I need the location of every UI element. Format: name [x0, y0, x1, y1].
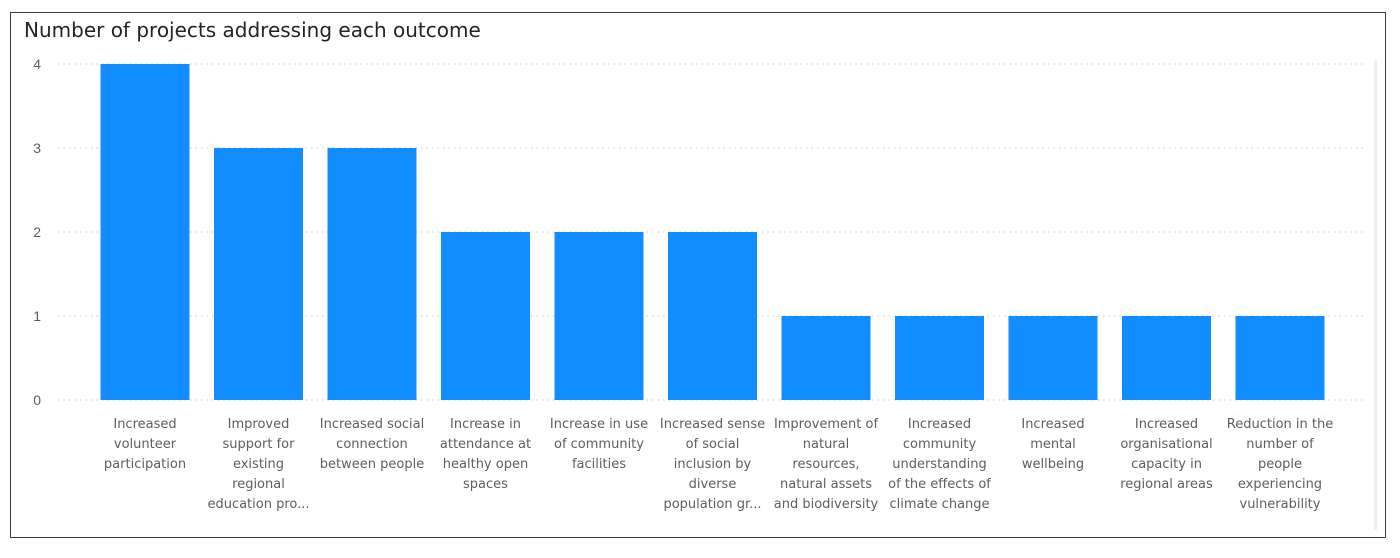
- y-axis-ticks: 0 1 2 3 4: [33, 56, 41, 408]
- bar[interactable]: [441, 232, 530, 400]
- bar[interactable]: [895, 316, 984, 400]
- bar[interactable]: [781, 316, 871, 400]
- bars: [100, 64, 1325, 400]
- y-tick-label: 1: [33, 308, 41, 324]
- x-tick-label: Increase in use of community facilities: [549, 417, 649, 472]
- bar[interactable]: [1235, 316, 1325, 400]
- x-tick-label: Increased sense of social inclusion by d…: [659, 417, 766, 512]
- x-tick-label: Increase in attendance at healthy open s…: [439, 417, 532, 492]
- scrollbar[interactable]: [1374, 60, 1377, 530]
- x-tick-label: Improvement of natural resources, natura…: [773, 417, 879, 512]
- y-tick-label: 4: [33, 56, 41, 72]
- bar[interactable]: [1122, 316, 1211, 400]
- y-tick-label: 3: [33, 140, 41, 156]
- x-tick-label: Increased volunteer participation: [103, 417, 187, 472]
- bar[interactable]: [327, 148, 417, 400]
- chart-title: Number of projects addressing each outco…: [24, 18, 481, 42]
- bar[interactable]: [554, 232, 644, 400]
- bar[interactable]: [100, 64, 190, 400]
- bar[interactable]: [214, 148, 303, 400]
- x-tick-label: Increased mental wellbeing: [1021, 417, 1085, 472]
- y-tick-label: 2: [33, 224, 41, 240]
- y-tick-label: 0: [33, 392, 41, 408]
- bar[interactable]: [1008, 316, 1098, 400]
- x-tick-label: Increased organisational capacity in reg…: [1120, 417, 1213, 492]
- x-tick-label: Improved support for existing regional e…: [207, 417, 310, 512]
- x-tick-label: Increased community understanding of the…: [888, 417, 991, 512]
- x-tick-label: Reduction in the number of people experi…: [1226, 417, 1334, 512]
- x-tick-label: Increased social connection between peop…: [319, 417, 425, 472]
- bar[interactable]: [668, 232, 757, 400]
